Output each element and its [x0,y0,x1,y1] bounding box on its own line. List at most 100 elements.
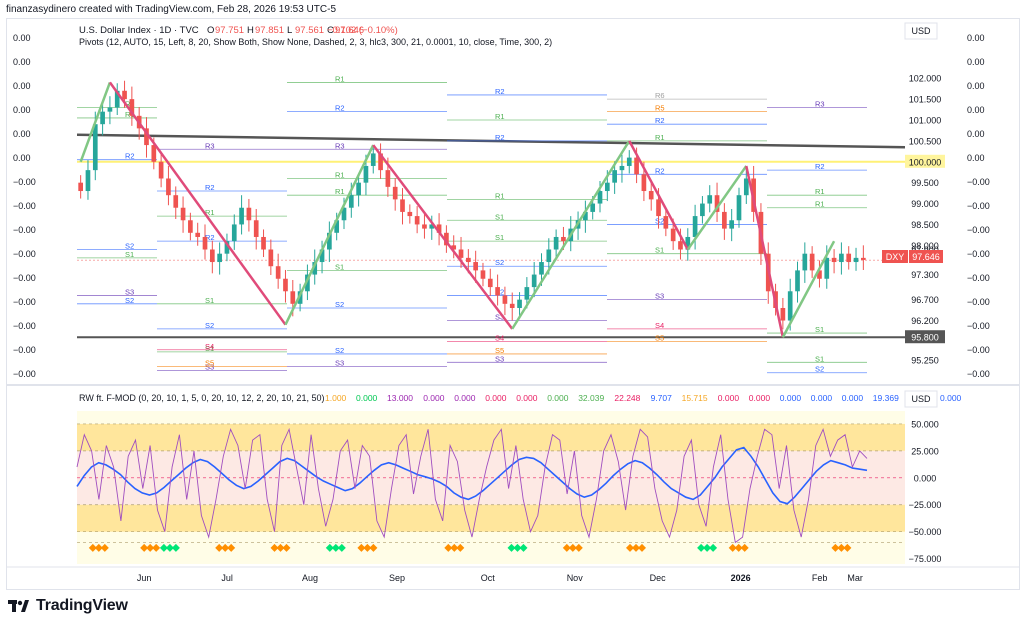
candle-body [239,207,244,225]
time-tick-label: Oct [481,573,496,583]
osc-line-blue [76,446,868,505]
right-axis-tick: −0.00 [967,177,990,187]
osc-signal-marker [697,543,706,552]
candle-body [831,257,837,263]
pivot-level-label: R3 [205,141,215,150]
candle-body [107,107,113,112]
left-axis-tick: 0.00 [13,129,31,139]
oscillator-value: 0.000 [940,393,962,403]
candle-body [283,278,288,292]
pivot-level-label: S2 [655,216,664,225]
candle-body [305,274,310,292]
zigzag-segment [372,144,514,330]
pivot-level-label: S1 [125,250,134,259]
candle-body [846,253,852,263]
time-tick-label: Jul [221,573,233,583]
candle-body [356,182,361,196]
tradingview-footer: TradingView [8,597,128,615]
zigzag-segment [511,140,631,330]
osc-tick-label: 0.000 [914,473,937,483]
candle-body [634,157,639,175]
currency-box[interactable] [904,22,938,40]
oscillator-value: 0.000 [547,393,569,403]
osc-signal-marker [519,543,528,552]
osc-signal-marker [562,543,571,552]
zigzag-segment [686,165,748,251]
left-axis-tick: −0.00 [13,345,36,355]
osc-signal-marker [831,543,840,552]
pivot-level-label: R1 [815,200,825,209]
candle-body [853,257,859,263]
osc-signal-marker [837,543,846,552]
right-axis-tick: −0.00 [967,297,990,307]
ohlc-value: 97.646 [335,25,364,36]
right-axis-tick: 0.00 [967,57,985,67]
osc-signal-marker [574,543,583,552]
oscillator-legend[interactable]: RW ft. F-MOD (0, 20, 10, 1, 5, 0, 20, 10… [79,393,324,403]
left-axis-tick: 0.00 [13,105,31,115]
osc-signal-marker [227,543,236,552]
right-axis-tick: 0.00 [967,105,985,115]
time-tick-label: Sep [389,573,405,583]
pivot-level-label: R2 [815,162,825,171]
osc-signal-marker [363,543,372,552]
currency-label-lower: USD [911,394,931,404]
price-change: −0.102 (−0.10%) [327,25,398,36]
tradingview-wordmark: TradingView [36,597,128,614]
right-axis-tick: −0.00 [967,225,990,235]
pivot-level-label: S5 [655,333,664,342]
osc-signal-marker [728,543,737,552]
candle-body [341,207,347,221]
candle-body [473,262,478,271]
oscillator-axis[interactable]: 50.000 25.000 0.000 −25.000 −50.000 −75.000 [909,419,942,564]
pivot-level-label: S1 [815,354,824,363]
osc-tick-label: 25.000 [911,446,939,456]
right-axis-tick: −0.00 [967,201,990,211]
price-axis[interactable]: 102.000 101.500 101.000 100.500 100.000 99.50… [905,74,945,366]
candle-body [612,170,617,183]
candle-body [802,253,808,271]
candle-body [78,182,83,192]
osc-line-purple [76,427,868,544]
chart-canvas[interactable]: U.S. Dollar Index · 1D · TVC O 97.751 H 97.… [7,19,1019,589]
right-axis-tick: 0.00 [967,33,985,43]
left-axis-tick: 0.00 [13,153,31,163]
left-axis-tick: 0.00 [13,33,31,43]
candle-body [378,153,383,171]
osc-signal-marker [215,543,224,552]
candle-body [246,207,252,221]
zigzag-segment [79,81,112,163]
candle-body [202,236,208,250]
time-tick-label: Dec [650,573,667,583]
symbol-badge-bg [882,250,908,263]
right-axis-tick: −0.00 [967,273,990,283]
price-tick-label: 101.500 [909,95,942,105]
candle-body [319,249,325,263]
time-tick-label: Jun [137,573,152,583]
left-axis-tick: −0.00 [13,273,36,283]
pivot-level-label: R5 [655,104,665,113]
candle-body [517,299,522,308]
last-price-badge: 97.646 [912,252,940,262]
candle-body [722,211,727,229]
oscillator-value: 13.000 [387,393,413,403]
chart-frame[interactable]: U.S. Dollar Index · 1D · TVC O 97.751 H 97.… [6,18,1020,590]
candle-body [509,303,515,308]
osc-upper-band [77,423,905,451]
price-tick-label: 98.000 [911,241,939,251]
pivot-level-label: R1 [655,133,665,142]
tradingview-logo-icon [8,598,30,614]
highlight-tick-bg [905,154,945,168]
left-axis: 0.00 0.00 0.00 0.00 0.00 0.00 −0.00 −0.00 −0.00 −… [13,33,36,379]
candle-body [546,249,552,263]
right-axis-tick: −0.00 [967,345,990,355]
time-axis[interactable]: Jun Jul Aug Sep Oct Nov Dec 2026 Feb Mar [137,573,863,583]
pivots-indicator-legend[interactable]: Pivots (12, AUTO, 15, Left, 8, 20, Show … [79,37,552,47]
candle-body [158,161,164,179]
osc-signal-marker [513,543,522,552]
candle-body [400,199,405,212]
pivot-level-label: S3 [335,358,344,367]
currency-box-lower[interactable] [904,390,938,408]
pivot-level-label: S1 [815,325,824,334]
candle-body [151,145,157,162]
